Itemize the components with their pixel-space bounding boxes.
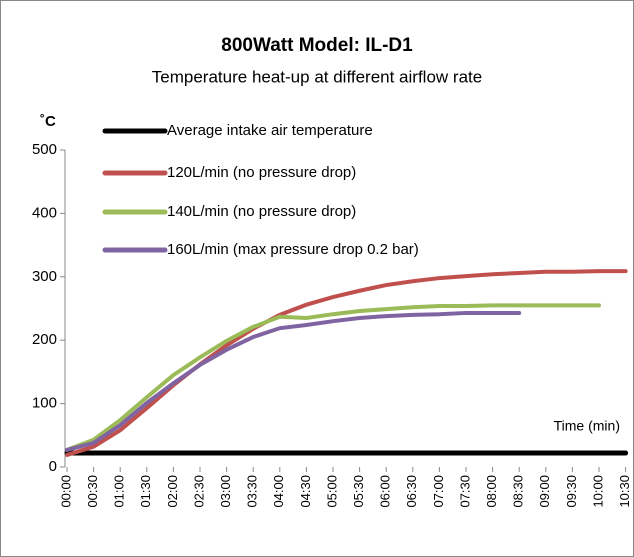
x-tick-label: 01:00 [112,475,127,508]
x-tick-label: 06:00 [378,475,393,508]
series-line [65,310,522,452]
x-tick-label: 04:00 [271,475,286,508]
x-tick-label: 08:00 [484,475,499,508]
legend-label: 160L/min (max pressure drop 0.2 bar) [167,241,419,258]
x-tick-label: 04:30 [298,475,313,508]
x-tick-label: 03:30 [245,475,260,508]
y-axis-label: ˚C [40,113,56,130]
x-tick-label: 05:30 [351,475,366,508]
y-tick-label: 100 [32,395,57,412]
y-tick-label: 0 [49,458,57,475]
y-tick-label: 400 [32,204,57,221]
series-line [65,303,601,452]
x-tick-label: 08:30 [511,475,526,508]
x-tick-label: 02:30 [191,475,206,508]
legend-label: Average intake air temperature [167,122,373,139]
x-tick-label: 09:00 [537,475,552,508]
x-tick-label: 06:30 [404,475,419,508]
legend-label: 120L/min (no pressure drop) [167,164,356,181]
x-tick-label: 10:00 [590,475,605,508]
x-tick-label: 09:30 [564,475,579,508]
x-tick-label: 03:00 [218,475,233,508]
x-tick-label: 02:00 [165,475,180,508]
x-tick-label: 01:30 [138,475,153,508]
chart-subtitle: Temperature heat-up at different airflow… [152,67,482,86]
y-tick-label: 500 [32,141,57,158]
y-tick-label: 300 [32,268,57,285]
legend-label: 140L/min (no pressure drop) [167,203,356,220]
x-tick-label: 05:00 [324,475,339,508]
x-tick-label: 00:30 [85,475,100,508]
x-axis-label: Time (min) [554,418,620,434]
x-tick-label: 10:30 [617,475,632,508]
chart-title: 800Watt Model: IL-D1 [221,35,413,56]
y-tick-label: 200 [32,331,57,348]
x-tick-label: 07:30 [457,475,472,508]
x-tick-label: 07:00 [431,475,446,508]
series-line [65,269,628,457]
x-tick-label: 00:00 [58,475,73,508]
